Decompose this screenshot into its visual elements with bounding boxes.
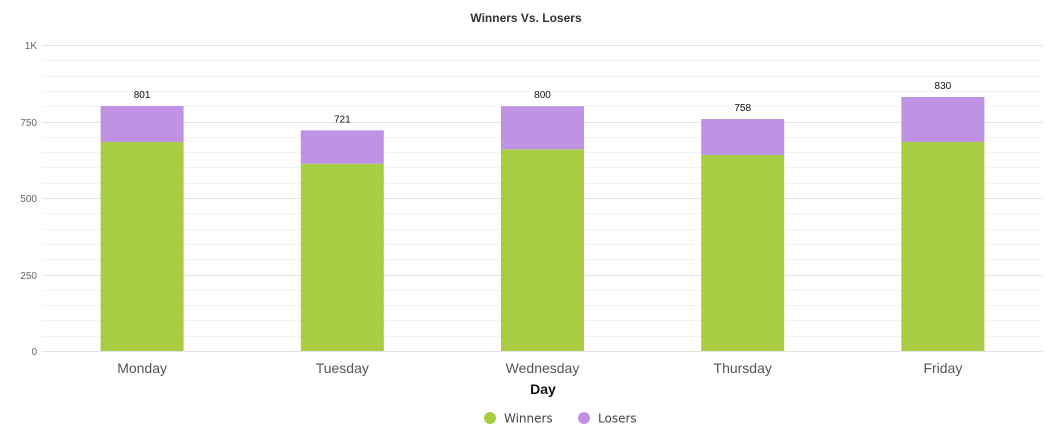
chart-title: Winners Vs. Losers (470, 11, 582, 25)
y-axis: 0 250 500 750 1K (20, 41, 37, 358)
y-tick-label: 750 (20, 118, 37, 129)
total-label: 758 (734, 103, 751, 114)
bar-winners-wednesday[interactable] (501, 149, 584, 351)
bar-winners-monday[interactable] (100, 142, 184, 351)
bar-winners-friday[interactable] (901, 142, 985, 351)
legend-item-losers[interactable]: Losers (578, 412, 637, 426)
data-labels: 801 721 800 758 830 (134, 81, 952, 125)
total-label: 721 (334, 114, 351, 125)
legend-label: Losers (598, 412, 637, 426)
legend-marker (484, 412, 496, 424)
bar-losers-tuesday[interactable] (300, 130, 384, 164)
y-tick-label: 0 (31, 347, 37, 358)
bars (100, 97, 985, 351)
legend-item-winners[interactable]: Winners (484, 412, 553, 426)
total-label: 830 (935, 81, 952, 92)
x-tick-label: Monday (117, 360, 167, 376)
y-tick-label: 1K (25, 41, 38, 52)
total-label: 801 (134, 90, 151, 101)
bar-winners-tuesday[interactable] (300, 163, 384, 351)
total-label: 800 (534, 90, 551, 101)
y-tick-label: 250 (20, 271, 37, 282)
y-tick-label: 500 (20, 194, 37, 205)
x-tick-label: Tuesday (316, 360, 369, 376)
legend-marker (578, 412, 590, 424)
legend: Winners Losers (484, 412, 637, 426)
bar-losers-friday[interactable] (901, 97, 985, 143)
x-axis: Monday Tuesday Wednesday Thursday Friday (117, 360, 962, 376)
x-tick-label: Friday (923, 360, 962, 376)
bar-losers-monday[interactable] (100, 105, 184, 143)
x-tick-label: Wednesday (506, 360, 580, 376)
x-axis-title: Day (530, 381, 556, 397)
bar-losers-thursday[interactable] (701, 119, 785, 155)
bar-winners-thursday[interactable] (701, 154, 785, 351)
legend-label: Winners (504, 412, 553, 426)
bar-losers-wednesday[interactable] (501, 106, 584, 150)
x-tick-label: Thursday (714, 360, 772, 376)
